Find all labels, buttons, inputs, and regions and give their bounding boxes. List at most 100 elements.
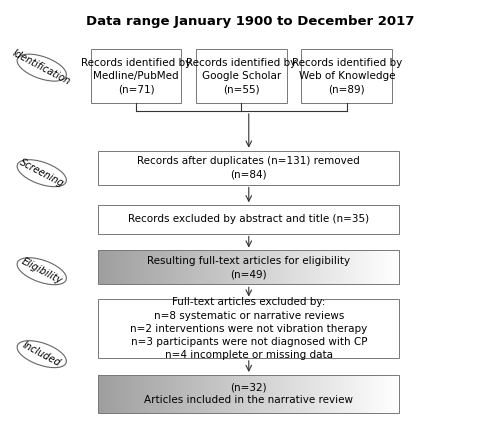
Bar: [258, 251, 260, 284]
Bar: [256, 251, 258, 284]
Bar: [376, 375, 378, 413]
Bar: [199, 375, 201, 413]
Bar: [297, 251, 299, 284]
Text: Identification: Identification: [11, 48, 72, 87]
Bar: [332, 251, 334, 284]
Bar: [348, 375, 350, 413]
Bar: [388, 251, 390, 284]
Bar: [309, 251, 311, 284]
Bar: [138, 375, 140, 413]
Bar: [370, 251, 372, 284]
Bar: [310, 251, 312, 284]
Bar: [241, 375, 243, 413]
Bar: [236, 251, 238, 284]
Bar: [342, 251, 344, 284]
Bar: [372, 251, 374, 284]
Bar: [396, 375, 398, 413]
Bar: [218, 375, 220, 413]
Bar: [364, 251, 366, 284]
Bar: [346, 375, 348, 413]
Bar: [157, 375, 159, 413]
Bar: [112, 375, 114, 413]
Bar: [190, 375, 192, 413]
Bar: [131, 251, 133, 284]
Bar: [309, 375, 311, 413]
Bar: [282, 251, 284, 284]
Bar: [116, 375, 118, 413]
Bar: [125, 251, 127, 284]
Bar: [131, 375, 133, 413]
Bar: [196, 49, 287, 103]
Bar: [286, 251, 288, 284]
Bar: [248, 251, 250, 284]
Bar: [187, 251, 189, 284]
Bar: [272, 251, 274, 284]
Bar: [249, 375, 251, 413]
Bar: [366, 251, 368, 284]
Bar: [389, 375, 391, 413]
Bar: [392, 375, 394, 413]
Bar: [100, 251, 102, 284]
Bar: [280, 375, 282, 413]
Bar: [364, 375, 366, 413]
Bar: [267, 375, 269, 413]
Bar: [140, 251, 142, 284]
Bar: [264, 375, 266, 413]
Bar: [321, 251, 323, 284]
Bar: [270, 375, 272, 413]
Bar: [278, 375, 280, 413]
Bar: [273, 251, 275, 284]
Bar: [226, 251, 228, 284]
Bar: [154, 375, 156, 413]
Bar: [255, 251, 257, 284]
Bar: [176, 375, 178, 413]
Bar: [106, 375, 108, 413]
Bar: [389, 251, 391, 284]
Bar: [291, 375, 293, 413]
Bar: [144, 251, 146, 284]
Bar: [339, 251, 341, 284]
Bar: [371, 251, 373, 284]
Bar: [340, 251, 342, 284]
Bar: [332, 375, 334, 413]
Bar: [246, 375, 248, 413]
Bar: [255, 375, 257, 413]
Bar: [362, 251, 364, 284]
Bar: [314, 375, 316, 413]
Bar: [205, 251, 207, 284]
Bar: [114, 251, 116, 284]
Bar: [290, 375, 292, 413]
Bar: [122, 251, 124, 284]
Bar: [244, 251, 246, 284]
Bar: [114, 375, 116, 413]
Bar: [374, 251, 376, 284]
Bar: [142, 375, 144, 413]
Bar: [384, 251, 386, 284]
Bar: [145, 251, 147, 284]
Bar: [193, 375, 195, 413]
Bar: [186, 375, 188, 413]
Bar: [100, 375, 102, 413]
Bar: [297, 375, 299, 413]
Bar: [315, 251, 317, 284]
Bar: [98, 375, 100, 413]
Bar: [276, 375, 278, 413]
Bar: [188, 251, 190, 284]
Bar: [354, 375, 356, 413]
Bar: [358, 375, 360, 413]
Bar: [188, 375, 190, 413]
Bar: [220, 251, 222, 284]
Bar: [214, 251, 216, 284]
Bar: [380, 375, 382, 413]
Bar: [175, 251, 177, 284]
Bar: [186, 251, 188, 284]
Bar: [124, 251, 126, 284]
Text: Records identified by
Web of Knowledge
(n=89): Records identified by Web of Knowledge (…: [292, 58, 402, 94]
Bar: [200, 251, 202, 284]
Bar: [204, 375, 206, 413]
Bar: [250, 375, 252, 413]
Bar: [345, 251, 347, 284]
Bar: [308, 251, 310, 284]
Bar: [200, 375, 202, 413]
Bar: [395, 375, 397, 413]
